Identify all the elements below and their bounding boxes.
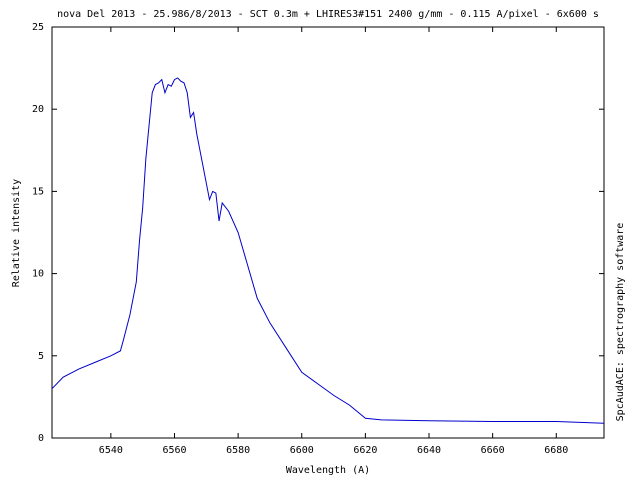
spectrum-line — [51, 77, 605, 424]
y-tick-label: 15 — [32, 186, 44, 197]
x-tick-label: 6600 — [290, 445, 314, 456]
chart-title: nova Del 2013 - 25.986/8/2013 - SCT 0.3m… — [57, 9, 599, 20]
x-tick-label: 6680 — [544, 445, 568, 456]
y-tick-label: 10 — [32, 269, 44, 280]
y-tick-label: 5 — [38, 351, 44, 362]
x-tick-label: 6580 — [226, 445, 250, 456]
y-tick-label: 20 — [32, 104, 44, 115]
y-tick-label: 25 — [32, 22, 44, 33]
plot-frame — [51, 26, 605, 439]
x-tick-label: 6640 — [417, 445, 441, 456]
x-tick-label: 6560 — [162, 445, 186, 456]
y-tick-label: 0 — [38, 433, 44, 444]
x-axis-label: Wavelength (A) — [286, 465, 370, 476]
y-axis-label: Relative intensity — [11, 179, 22, 287]
x-tick-label: 6660 — [481, 445, 505, 456]
x-tick-label: 6540 — [99, 445, 123, 456]
x-tick-label: 6620 — [353, 445, 377, 456]
annotation: SpcAudACE: spectrography software — [615, 223, 626, 422]
